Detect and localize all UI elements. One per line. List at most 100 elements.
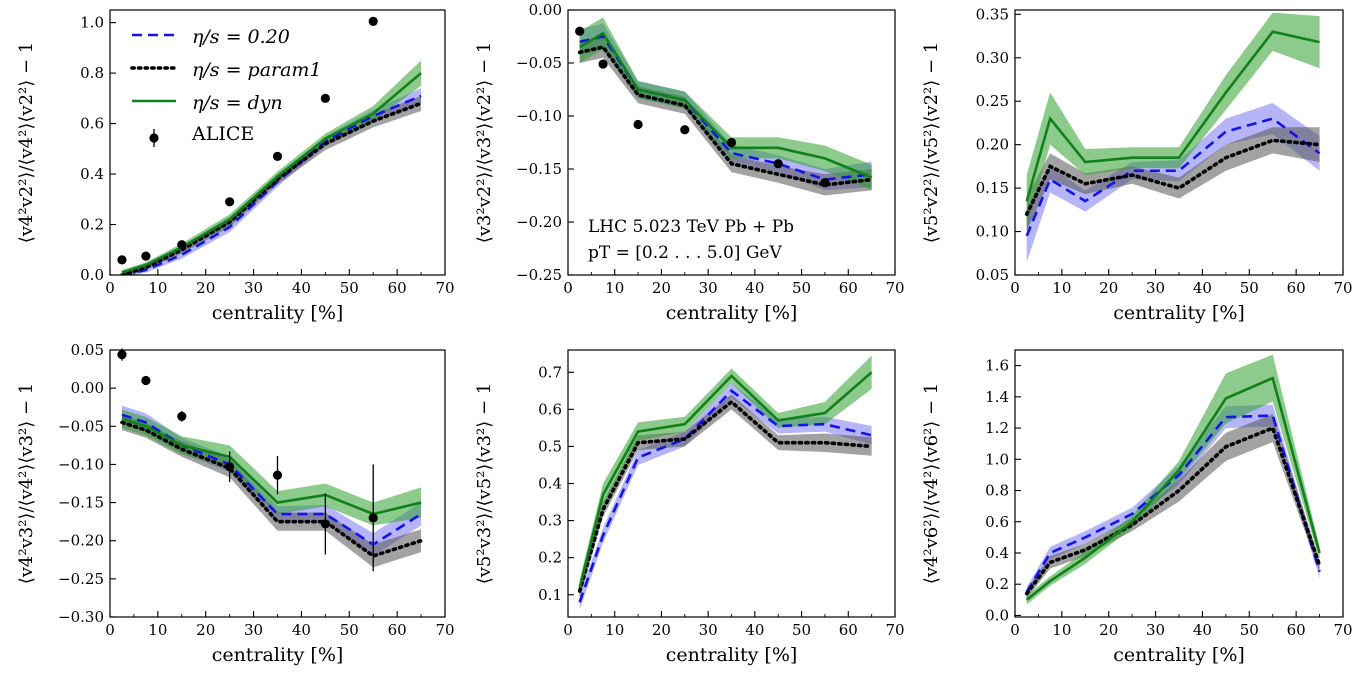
x-tick-label: 30 (244, 279, 263, 297)
x-tick-label: 40 (292, 621, 311, 639)
series-line-blue (1025, 117, 1321, 237)
y-tick-label: 0.1 (538, 586, 562, 604)
x-tick-label: 30 (244, 621, 263, 639)
y-tick-label: −0.20 (58, 532, 104, 550)
alice-point (272, 470, 283, 480)
legend-label: η/s = dyn (192, 92, 283, 114)
legend-label: η/s = param1 (192, 59, 322, 81)
legend: η/s = 0.20 η/s = param1 η/s = dyn ALICE (130, 26, 322, 147)
y-tick-label: 0.35 (976, 5, 1009, 23)
y-tick-label: −0.10 (58, 455, 104, 473)
panel-2: 0 10 20 30 40 50 60 70 −0.25 −0.20 −0.15 −0.10 −0.05… (474, 1, 905, 324)
x-tick-label: 60 (388, 279, 407, 297)
y-tick-label: 1.6 (985, 357, 1009, 375)
x-tick-label: 10 (605, 279, 624, 297)
x-tick-label: 60 (839, 279, 858, 297)
y-tick-label: 0.20 (976, 136, 1009, 154)
x-tick-label: 0 (1010, 279, 1020, 297)
y-tick-label: 1.0 (80, 14, 104, 32)
x-axis-label: centrality [%] (1113, 644, 1245, 666)
plot-area (1024, 12, 1322, 262)
x-tick-label: 40 (1193, 621, 1212, 639)
x-axis-label: centrality [%] (666, 302, 798, 324)
y-tick-label: −0.15 (516, 160, 562, 178)
axes-frame (109, 9, 446, 276)
alice-point (225, 462, 235, 472)
series-line-black (577, 399, 874, 593)
band-green (579, 17, 872, 191)
x-tick-label: 70 (1333, 279, 1352, 297)
y-tick-label: −0.05 (58, 417, 104, 435)
y-tick-label: 0.30 (976, 49, 1009, 67)
alice-point (117, 255, 127, 265)
x-tick-label: 50 (792, 621, 811, 639)
y-axis-label: ⟨v4²v6²⟩/⟨v4²⟩⟨v6²⟩ − 1 (921, 383, 942, 585)
x-axis-label: centrality [%] (212, 644, 344, 666)
x-axis-label: centrality [%] (212, 302, 344, 324)
y-tick-label: −0.05 (516, 54, 562, 72)
alice-point (773, 159, 783, 169)
series-line-black (1024, 138, 1322, 216)
alice-point (320, 519, 330, 529)
y-axis-label: ⟨v5²v3²⟩/⟨v5²⟩⟨v3²⟩ − 1 (474, 383, 495, 585)
y-tick-label: −0.25 (516, 266, 562, 284)
x-tick-label: 0 (563, 621, 573, 639)
x-tick-label: 30 (1146, 279, 1165, 297)
y-tick-label: 0.25 (976, 92, 1009, 110)
x-tick-label: 70 (885, 621, 904, 639)
band-blue (1026, 102, 1320, 262)
x-tick-label: 60 (839, 621, 858, 639)
y-tick-label: −0.20 (516, 213, 562, 231)
plot-area (577, 355, 874, 610)
series-line-green (1025, 376, 1321, 601)
x-tick-label: 50 (340, 279, 359, 297)
x-tick-label: 70 (1333, 621, 1352, 639)
series-line-green (1025, 30, 1320, 202)
x-tick-label: 10 (1052, 621, 1071, 639)
y-tick-label: 0.0 (80, 266, 104, 284)
alice-point (177, 240, 187, 250)
y-axis-label: ⟨v4²v3²⟩/⟨v4²⟩⟨v3²⟩ − 1 (16, 383, 37, 585)
y-tick-label: −0.30 (58, 608, 104, 626)
series-line-black (1024, 425, 1322, 596)
y-tick-label: −0.10 (516, 107, 562, 125)
y-tick-label: 1.4 (985, 388, 1009, 406)
panel-3: 0 10 20 30 40 50 60 70 0.05 0.10 0.15 0.20 0.25 0.30 0… (921, 5, 1353, 324)
plot-area (577, 17, 874, 196)
legend-label: ALICE (191, 123, 254, 145)
panel-5: 0 10 20 30 40 50 60 70 0.1 0.2 0.3 0.4 0.5 0.6 0.7 cent… (474, 349, 905, 666)
annotation-line-1: LHC 5.023 TeV Pb + Pb (588, 217, 794, 237)
x-tick-label: 70 (435, 279, 454, 297)
x-tick-label: 50 (792, 279, 811, 297)
series-line-blue (578, 389, 872, 603)
y-tick-label: 0.6 (538, 400, 562, 418)
x-tick-label: 30 (699, 621, 718, 639)
panel-6: 0 10 20 30 40 50 60 70 0.0 0.2 0.4 0.6 0.8 1.0 1.2 1.4 1… (921, 349, 1353, 666)
x-axis-label: centrality [%] (666, 644, 798, 666)
y-tick-label: 0.5 (538, 437, 562, 455)
alice-point (726, 137, 737, 148)
alice-point (320, 93, 330, 103)
alice-point (141, 375, 151, 386)
series-line-green (121, 72, 422, 274)
y-tick-label: 0.3 (538, 512, 562, 530)
x-tick-label: 40 (745, 279, 764, 297)
series-line-green (578, 371, 873, 588)
alice-point (368, 513, 378, 523)
x-tick-label: 50 (340, 621, 359, 639)
x-tick-label: 0 (105, 279, 115, 297)
alice-point (117, 349, 127, 360)
series-line-blue (579, 35, 872, 181)
legend-label: η/s = 0.20 (192, 26, 290, 48)
band-blue (121, 405, 422, 556)
x-tick-label: 20 (196, 279, 215, 297)
plot-area (120, 60, 423, 275)
y-tick-label: −0.25 (58, 570, 104, 588)
y-tick-label: 0.15 (976, 179, 1009, 197)
y-axis-label: ⟨v4²v2²⟩/⟨v4²⟩⟨v2²⟩ − 1 (16, 42, 37, 244)
plot-area (120, 405, 423, 568)
x-tick-label: 50 (1240, 279, 1259, 297)
band-black (579, 394, 872, 599)
series-line-black (120, 420, 423, 558)
